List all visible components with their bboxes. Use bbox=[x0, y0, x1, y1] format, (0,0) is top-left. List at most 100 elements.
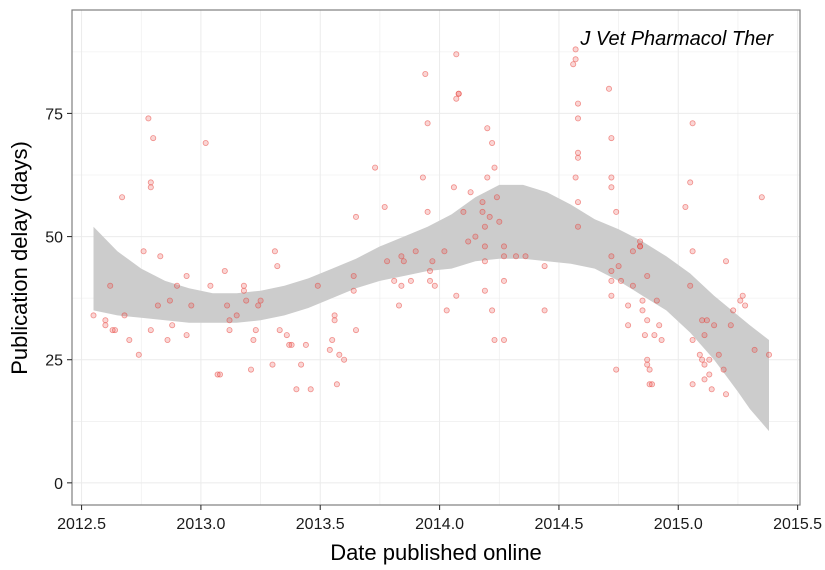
data-point bbox=[333, 381, 340, 388]
data-point bbox=[240, 282, 247, 289]
data-point bbox=[699, 356, 706, 363]
data-point bbox=[608, 184, 615, 191]
data-point bbox=[689, 336, 696, 343]
data-point bbox=[226, 327, 233, 334]
data-point bbox=[703, 317, 710, 324]
data-point bbox=[422, 71, 429, 78]
data-point bbox=[541, 307, 548, 314]
data-point bbox=[608, 253, 615, 260]
y-tick-label: 50 bbox=[45, 230, 63, 247]
data-point bbox=[331, 312, 338, 319]
data-point bbox=[255, 302, 262, 309]
data-point bbox=[257, 297, 264, 304]
data-point bbox=[336, 351, 343, 358]
data-point bbox=[641, 332, 648, 339]
data-point bbox=[629, 282, 636, 289]
data-point bbox=[575, 154, 582, 161]
data-point bbox=[424, 208, 431, 215]
data-point bbox=[723, 391, 730, 398]
data-point bbox=[202, 139, 209, 146]
data-point bbox=[147, 179, 154, 186]
data-point bbox=[247, 366, 254, 373]
data-point bbox=[625, 302, 632, 309]
data-point bbox=[326, 346, 333, 353]
data-point bbox=[274, 263, 281, 270]
data-point bbox=[644, 272, 651, 279]
data-point bbox=[513, 253, 520, 260]
data-point bbox=[606, 85, 613, 92]
data-point bbox=[723, 258, 730, 265]
data-point bbox=[384, 258, 391, 265]
y-tick-label: 0 bbox=[54, 476, 63, 493]
data-point bbox=[224, 302, 231, 309]
data-point bbox=[283, 332, 290, 339]
data-point bbox=[147, 184, 154, 191]
data-point bbox=[269, 361, 276, 368]
data-point bbox=[455, 90, 462, 97]
x-axis: 2012.5 2013.0 2013.5 2014.0 2014.5 2015.0 2015… bbox=[57, 505, 822, 533]
data-point bbox=[407, 277, 414, 284]
data-point bbox=[500, 336, 507, 343]
data-point bbox=[119, 194, 126, 201]
data-point bbox=[240, 287, 247, 294]
data-point bbox=[443, 307, 450, 314]
x-axis-title: Date published online bbox=[330, 540, 542, 565]
data-point bbox=[341, 356, 348, 363]
data-point bbox=[613, 208, 620, 215]
data-point bbox=[302, 341, 309, 348]
data-point bbox=[706, 356, 713, 363]
data-point bbox=[575, 100, 582, 107]
data-point bbox=[135, 351, 142, 358]
data-point bbox=[298, 361, 305, 368]
data-point bbox=[484, 174, 491, 181]
data-point bbox=[644, 317, 651, 324]
data-point bbox=[307, 386, 314, 393]
data-point bbox=[173, 282, 180, 289]
data-point bbox=[467, 189, 474, 196]
data-point bbox=[541, 263, 548, 270]
data-point bbox=[276, 327, 283, 334]
data-point bbox=[618, 277, 625, 284]
data-point bbox=[646, 366, 653, 373]
data-point bbox=[221, 267, 228, 274]
data-point bbox=[625, 322, 632, 329]
data-point bbox=[575, 115, 582, 122]
data-point bbox=[271, 248, 278, 255]
data-point bbox=[696, 351, 703, 358]
data-point bbox=[154, 302, 161, 309]
x-tick-label: 2014.5 bbox=[534, 516, 583, 533]
data-point bbox=[400, 258, 407, 265]
x-tick-label: 2015.5 bbox=[773, 516, 822, 533]
data-point bbox=[450, 184, 457, 191]
data-point bbox=[431, 282, 438, 289]
data-point bbox=[608, 135, 615, 142]
data-point bbox=[701, 332, 708, 339]
data-point bbox=[352, 327, 359, 334]
data-point bbox=[730, 307, 737, 314]
data-point bbox=[352, 213, 359, 220]
data-point bbox=[491, 336, 498, 343]
data-point bbox=[658, 336, 665, 343]
data-point bbox=[472, 233, 479, 240]
data-point bbox=[570, 61, 577, 68]
x-tick-label: 2014.0 bbox=[415, 516, 464, 533]
data-point bbox=[742, 302, 749, 309]
data-point bbox=[572, 46, 579, 53]
journal-annotation: J Vet Pharmacol Ther bbox=[579, 28, 774, 50]
data-point bbox=[649, 381, 656, 388]
data-point bbox=[166, 297, 173, 304]
data-point bbox=[493, 194, 500, 201]
data-point bbox=[751, 346, 758, 353]
data-point bbox=[689, 120, 696, 127]
data-point bbox=[391, 277, 398, 284]
data-point bbox=[250, 336, 257, 343]
data-point bbox=[572, 174, 579, 181]
data-point bbox=[350, 272, 357, 279]
confidence-band bbox=[93, 184, 769, 432]
data-point bbox=[687, 179, 694, 186]
data-point bbox=[372, 164, 379, 171]
data-point bbox=[575, 223, 582, 230]
y-tick-label: 75 bbox=[45, 106, 63, 123]
plot-border bbox=[71, 9, 801, 506]
